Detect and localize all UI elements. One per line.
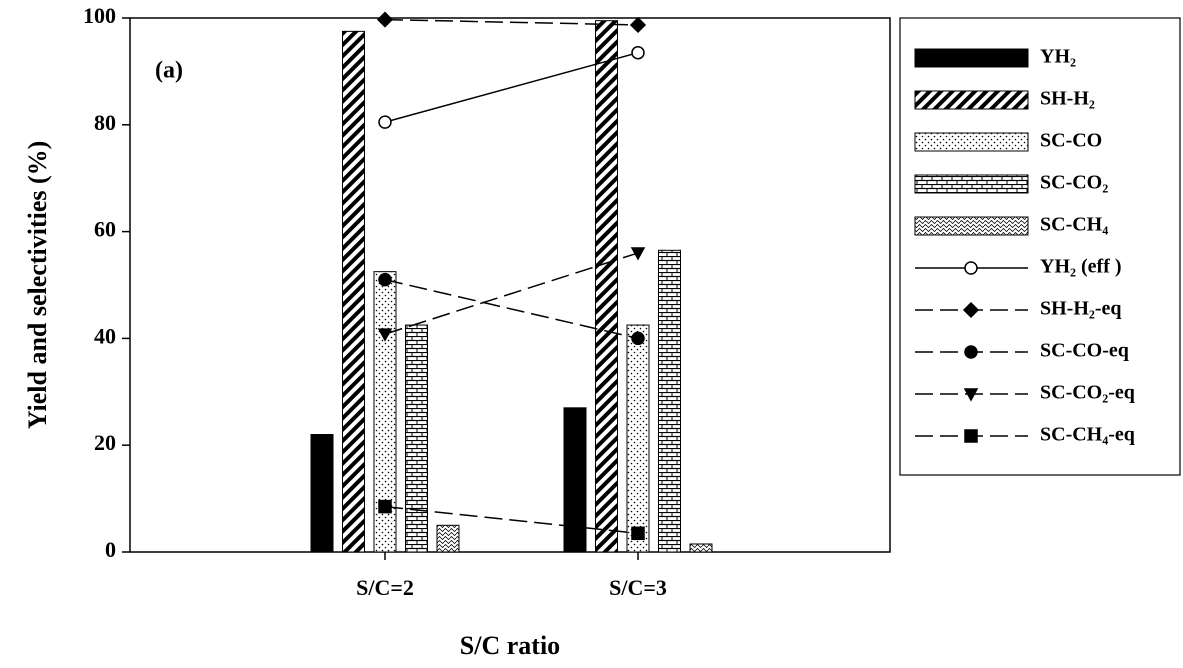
y-tick-label: 60 <box>94 217 116 242</box>
point-marker <box>377 328 393 342</box>
bar <box>310 434 334 553</box>
y-tick-label: 80 <box>94 110 116 135</box>
line <box>384 18 639 26</box>
plot-frame <box>129 17 891 553</box>
annotation: (a) <box>155 58 183 84</box>
y-axis-title: Yield and selectivities (%) <box>23 141 52 430</box>
bar <box>595 20 618 553</box>
line <box>384 252 639 335</box>
bar <box>626 324 650 553</box>
line <box>384 51 639 123</box>
bar <box>342 30 365 553</box>
point-marker <box>378 499 392 514</box>
x-tick-label: S/C=3 <box>609 575 667 600</box>
legend-frame <box>899 17 1181 476</box>
bar <box>658 249 681 553</box>
legend-label: SC-CO₂-eq <box>1040 382 1135 404</box>
y-tick-label: 40 <box>94 323 116 348</box>
point-marker <box>629 16 647 34</box>
point-marker <box>631 331 645 346</box>
bar <box>405 324 428 553</box>
point-marker <box>378 272 392 287</box>
point-marker <box>376 11 394 28</box>
point-marker <box>378 115 392 129</box>
bar <box>689 543 713 553</box>
legend-label: SC-CH₄ <box>1040 214 1108 236</box>
legend-label: SC-CO₂ <box>1040 172 1108 194</box>
legend-swatch <box>914 216 1029 236</box>
x-tick-label: S/C=2 <box>356 575 414 600</box>
legend-marker <box>962 301 980 319</box>
legend-swatch <box>914 90 1029 110</box>
line <box>384 278 639 340</box>
legend-marker <box>964 261 978 275</box>
legend-swatch <box>914 48 1029 68</box>
point-marker <box>631 45 645 60</box>
legend-label: YH₂ <box>1040 46 1076 68</box>
legend-label: SC-CO <box>1040 130 1102 152</box>
y-tick-label: 100 <box>83 3 116 28</box>
legend-marker <box>964 429 978 443</box>
legend-marker <box>963 388 979 402</box>
legend-swatch <box>914 174 1029 194</box>
y-tick-label: 0 <box>105 537 116 562</box>
legend-label: YH₂ (eff ) <box>1040 256 1122 278</box>
legend-label: SH-H₂ <box>1040 88 1095 110</box>
legend-marker <box>964 345 978 359</box>
point-marker <box>631 526 645 541</box>
legend-swatch <box>914 132 1029 152</box>
bar <box>373 271 397 553</box>
x-axis-title: S/C ratio <box>460 631 560 660</box>
point-marker <box>630 247 646 261</box>
legend-label: SC-CO-eq <box>1040 340 1129 362</box>
y-tick-label: 20 <box>94 430 116 455</box>
legend-label: SH-H₂-eq <box>1040 298 1122 320</box>
bar <box>563 407 587 553</box>
bar <box>436 524 460 553</box>
legend-label: SC-CH₄-eq <box>1040 424 1135 446</box>
line <box>384 505 639 535</box>
